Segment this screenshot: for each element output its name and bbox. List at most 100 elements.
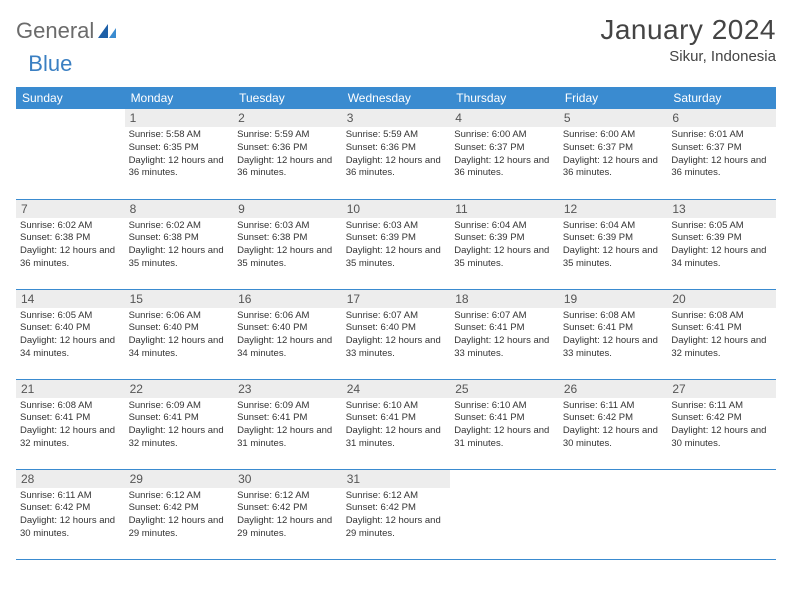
sunrise-text: Sunrise: 6:09 AM <box>129 400 230 413</box>
day-cell: 7Sunrise: 6:02 AMSunset: 6:38 PMDaylight… <box>16 199 125 289</box>
weekday-header: Wednesday <box>342 87 451 109</box>
day-body: Sunrise: 6:10 AMSunset: 6:41 PMDaylight:… <box>342 398 451 455</box>
sunset-text: Sunset: 6:39 PM <box>346 232 447 245</box>
sunset-text: Sunset: 6:42 PM <box>671 412 772 425</box>
sunset-text: Sunset: 6:40 PM <box>129 322 230 335</box>
week-row: 28Sunrise: 6:11 AMSunset: 6:42 PMDayligh… <box>16 469 776 559</box>
title-block: January 2024 Sikur, Indonesia <box>600 14 776 65</box>
day-body: Sunrise: 6:00 AMSunset: 6:37 PMDaylight:… <box>559 127 668 184</box>
day-number: 15 <box>125 290 234 308</box>
sunrise-text: Sunrise: 6:12 AM <box>237 490 338 503</box>
sunrise-text: Sunrise: 6:10 AM <box>454 400 555 413</box>
sunrise-text: Sunrise: 6:00 AM <box>454 129 555 142</box>
day-number: 25 <box>450 380 559 398</box>
sunset-text: Sunset: 6:42 PM <box>20 502 121 515</box>
daylight-text: Daylight: 12 hours and 32 minutes. <box>671 335 772 361</box>
day-cell: 5Sunrise: 6:00 AMSunset: 6:37 PMDaylight… <box>559 109 668 199</box>
day-cell: 23Sunrise: 6:09 AMSunset: 6:41 PMDayligh… <box>233 379 342 469</box>
day-body: Sunrise: 6:03 AMSunset: 6:38 PMDaylight:… <box>233 218 342 275</box>
day-cell: 17Sunrise: 6:07 AMSunset: 6:40 PMDayligh… <box>342 289 451 379</box>
daylight-text: Daylight: 12 hours and 35 minutes. <box>563 245 664 271</box>
sunset-text: Sunset: 6:38 PM <box>129 232 230 245</box>
day-body: Sunrise: 6:11 AMSunset: 6:42 PMDaylight:… <box>559 398 668 455</box>
sunrise-text: Sunrise: 5:59 AM <box>237 129 338 142</box>
daylight-text: Daylight: 12 hours and 29 minutes. <box>346 515 447 541</box>
sunset-text: Sunset: 6:42 PM <box>237 502 338 515</box>
sunrise-text: Sunrise: 6:08 AM <box>563 310 664 323</box>
day-cell: 3Sunrise: 5:59 AMSunset: 6:36 PMDaylight… <box>342 109 451 199</box>
daylight-text: Daylight: 12 hours and 34 minutes. <box>20 335 121 361</box>
day-body: Sunrise: 6:08 AMSunset: 6:41 PMDaylight:… <box>16 398 125 455</box>
daylight-text: Daylight: 12 hours and 35 minutes. <box>129 245 230 271</box>
day-cell: 16Sunrise: 6:06 AMSunset: 6:40 PMDayligh… <box>233 289 342 379</box>
daylight-text: Daylight: 12 hours and 33 minutes. <box>454 335 555 361</box>
day-cell: 29Sunrise: 6:12 AMSunset: 6:42 PMDayligh… <box>125 469 234 559</box>
sunrise-text: Sunrise: 6:12 AM <box>346 490 447 503</box>
sunset-text: Sunset: 6:41 PM <box>563 322 664 335</box>
daylight-text: Daylight: 12 hours and 36 minutes. <box>671 155 772 181</box>
day-cell: 18Sunrise: 6:07 AMSunset: 6:41 PMDayligh… <box>450 289 559 379</box>
day-body: Sunrise: 6:06 AMSunset: 6:40 PMDaylight:… <box>233 308 342 365</box>
day-number: 2 <box>233 109 342 127</box>
sunset-text: Sunset: 6:42 PM <box>563 412 664 425</box>
sunset-text: Sunset: 6:38 PM <box>20 232 121 245</box>
day-cell <box>559 469 668 559</box>
day-number: 29 <box>125 470 234 488</box>
day-number: 31 <box>342 470 451 488</box>
sunset-text: Sunset: 6:41 PM <box>454 412 555 425</box>
day-cell: 27Sunrise: 6:11 AMSunset: 6:42 PMDayligh… <box>667 379 776 469</box>
day-cell: 19Sunrise: 6:08 AMSunset: 6:41 PMDayligh… <box>559 289 668 379</box>
sunrise-text: Sunrise: 6:11 AM <box>671 400 772 413</box>
day-body: Sunrise: 6:09 AMSunset: 6:41 PMDaylight:… <box>233 398 342 455</box>
sunrise-text: Sunrise: 6:07 AM <box>346 310 447 323</box>
weekday-header: Thursday <box>450 87 559 109</box>
sunset-text: Sunset: 6:39 PM <box>671 232 772 245</box>
day-cell: 12Sunrise: 6:04 AMSunset: 6:39 PMDayligh… <box>559 199 668 289</box>
day-cell: 24Sunrise: 6:10 AMSunset: 6:41 PMDayligh… <box>342 379 451 469</box>
week-row: 14Sunrise: 6:05 AMSunset: 6:40 PMDayligh… <box>16 289 776 379</box>
sunrise-text: Sunrise: 6:04 AM <box>454 220 555 233</box>
day-cell: 14Sunrise: 6:05 AMSunset: 6:40 PMDayligh… <box>16 289 125 379</box>
daylight-text: Daylight: 12 hours and 36 minutes. <box>20 245 121 271</box>
sunrise-text: Sunrise: 6:03 AM <box>237 220 338 233</box>
day-body: Sunrise: 6:05 AMSunset: 6:39 PMDaylight:… <box>667 218 776 275</box>
logo-text-blue: Blue <box>28 51 72 77</box>
sunrise-text: Sunrise: 6:04 AM <box>563 220 664 233</box>
daylight-text: Daylight: 12 hours and 36 minutes. <box>454 155 555 181</box>
day-number: 8 <box>125 200 234 218</box>
day-number: 6 <box>667 109 776 127</box>
sunrise-text: Sunrise: 6:03 AM <box>346 220 447 233</box>
day-cell: 30Sunrise: 6:12 AMSunset: 6:42 PMDayligh… <box>233 469 342 559</box>
day-body: Sunrise: 6:12 AMSunset: 6:42 PMDaylight:… <box>233 488 342 545</box>
daylight-text: Daylight: 12 hours and 36 minutes. <box>563 155 664 181</box>
daylight-text: Daylight: 12 hours and 34 minutes. <box>237 335 338 361</box>
sunset-text: Sunset: 6:41 PM <box>20 412 121 425</box>
sunset-text: Sunset: 6:37 PM <box>563 142 664 155</box>
day-body: Sunrise: 6:02 AMSunset: 6:38 PMDaylight:… <box>125 218 234 275</box>
day-cell: 6Sunrise: 6:01 AMSunset: 6:37 PMDaylight… <box>667 109 776 199</box>
weekday-header: Monday <box>125 87 234 109</box>
day-number: 18 <box>450 290 559 308</box>
sunset-text: Sunset: 6:41 PM <box>454 322 555 335</box>
sunrise-text: Sunrise: 5:58 AM <box>129 129 230 142</box>
sunrise-text: Sunrise: 6:00 AM <box>563 129 664 142</box>
daylight-text: Daylight: 12 hours and 32 minutes. <box>129 425 230 451</box>
day-cell <box>450 469 559 559</box>
day-number: 11 <box>450 200 559 218</box>
sunrise-text: Sunrise: 6:02 AM <box>20 220 121 233</box>
day-number: 10 <box>342 200 451 218</box>
day-cell: 8Sunrise: 6:02 AMSunset: 6:38 PMDaylight… <box>125 199 234 289</box>
day-body: Sunrise: 6:12 AMSunset: 6:42 PMDaylight:… <box>125 488 234 545</box>
sunset-text: Sunset: 6:40 PM <box>346 322 447 335</box>
daylight-text: Daylight: 12 hours and 33 minutes. <box>563 335 664 361</box>
day-body: Sunrise: 6:07 AMSunset: 6:40 PMDaylight:… <box>342 308 451 365</box>
day-cell: 22Sunrise: 6:09 AMSunset: 6:41 PMDayligh… <box>125 379 234 469</box>
day-cell: 21Sunrise: 6:08 AMSunset: 6:41 PMDayligh… <box>16 379 125 469</box>
week-row: 1Sunrise: 5:58 AMSunset: 6:35 PMDaylight… <box>16 109 776 199</box>
day-body: Sunrise: 6:11 AMSunset: 6:42 PMDaylight:… <box>16 488 125 545</box>
sunrise-text: Sunrise: 6:06 AM <box>237 310 338 323</box>
sunset-text: Sunset: 6:42 PM <box>346 502 447 515</box>
sunset-text: Sunset: 6:38 PM <box>237 232 338 245</box>
day-cell: 25Sunrise: 6:10 AMSunset: 6:41 PMDayligh… <box>450 379 559 469</box>
day-body: Sunrise: 6:06 AMSunset: 6:40 PMDaylight:… <box>125 308 234 365</box>
